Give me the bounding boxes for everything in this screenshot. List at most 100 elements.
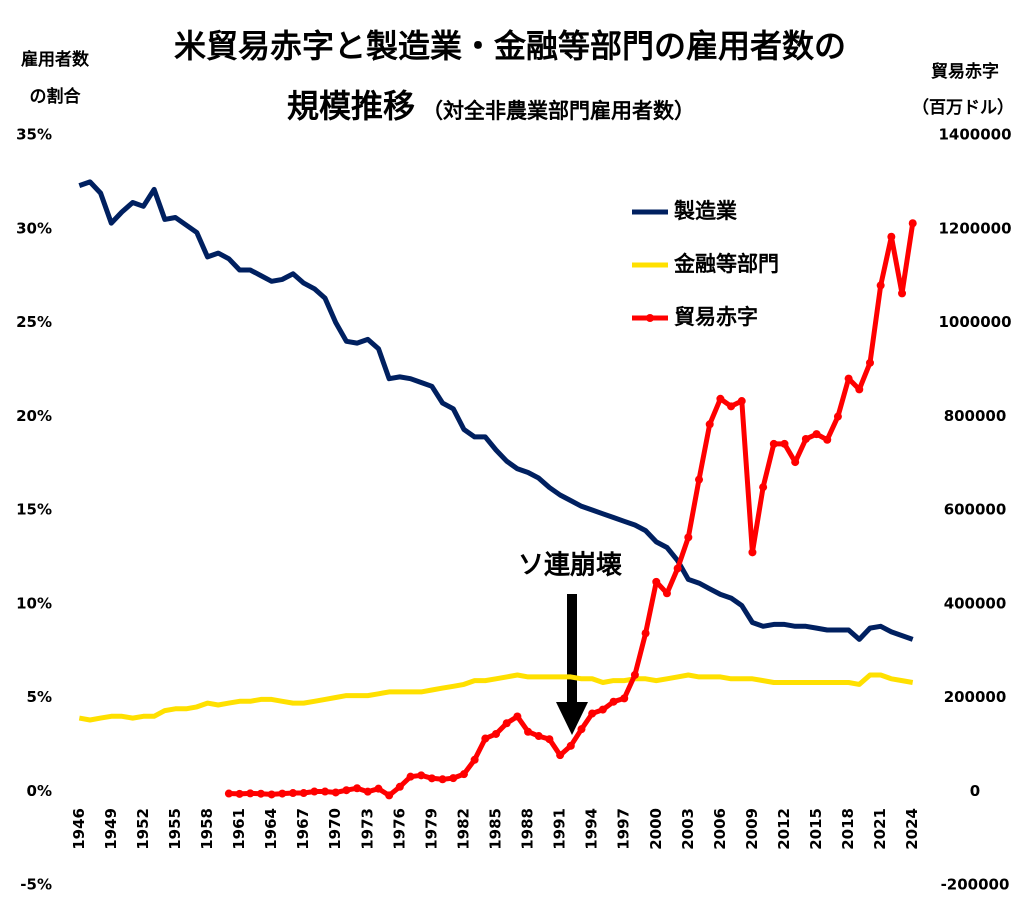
data-point — [780, 439, 789, 448]
data-point — [641, 629, 650, 638]
data-point — [876, 281, 885, 290]
data-point — [844, 374, 853, 383]
x-tick-label: 1958 — [198, 808, 216, 850]
data-point — [417, 771, 426, 780]
y-tick-label: 20% — [16, 407, 52, 425]
y2-axis-label: （百万ドル） — [912, 97, 1014, 118]
data-point — [513, 712, 522, 721]
legend-marker — [646, 314, 654, 322]
data-point — [908, 219, 917, 228]
chart-title: 米貿易赤字と製造業・金融等部門の雇用者数の — [174, 27, 846, 65]
data-point — [524, 727, 533, 736]
data-point — [246, 789, 255, 798]
data-point — [705, 420, 714, 429]
x-tick-label: 1976 — [390, 808, 408, 850]
data-point — [662, 589, 671, 598]
data-point — [288, 789, 297, 798]
x-tick-label: 1997 — [615, 808, 633, 850]
y-axis-label: 雇用者数 — [21, 49, 90, 70]
data-point — [812, 430, 821, 439]
x-tick-label: 1955 — [166, 808, 184, 850]
data-point — [791, 458, 800, 467]
x-tick-label: 2009 — [743, 808, 761, 850]
legend-label: 製造業 — [673, 199, 738, 223]
x-tick-label: 1988 — [519, 808, 537, 850]
data-point — [459, 770, 468, 779]
series-line — [78, 672, 914, 723]
annotation-arrow — [556, 594, 588, 735]
data-point — [470, 755, 479, 764]
x-tick-label: 1952 — [134, 808, 152, 850]
y-tick-label: 0% — [27, 782, 52, 800]
x-tick-label: 1961 — [230, 808, 248, 850]
data-point — [833, 412, 842, 421]
x-tick-label: 2000 — [647, 808, 665, 850]
data-point — [331, 788, 340, 797]
y2-tick-label: 600000 — [944, 501, 1007, 519]
chart-subtitle: （対全非農業部門雇用者数） — [422, 99, 695, 123]
x-tick-label: 1946 — [70, 808, 88, 850]
x-tick-label: 1994 — [583, 808, 601, 850]
data-point — [673, 564, 682, 573]
data-point — [727, 402, 736, 411]
data-point — [502, 719, 511, 728]
data-point — [299, 789, 308, 798]
x-tick-label: 1949 — [102, 808, 120, 850]
data-point — [545, 735, 554, 744]
data-point — [759, 483, 768, 492]
x-tick-label: 1979 — [422, 808, 440, 850]
data-point — [374, 784, 383, 793]
data-point — [438, 775, 447, 784]
data-point — [769, 439, 778, 448]
data-point — [353, 784, 362, 793]
data-point — [588, 709, 597, 718]
data-point — [566, 741, 575, 750]
data-point — [620, 694, 629, 703]
y-tick-label: 10% — [16, 594, 52, 612]
data-point — [748, 548, 757, 557]
y2-tick-label: 200000 — [944, 688, 1007, 706]
data-point — [801, 434, 810, 443]
x-tick-label: 1985 — [487, 808, 505, 850]
y2-tick-label: 0 — [970, 782, 980, 800]
legend-label: 貿易赤字 — [674, 305, 758, 329]
data-point — [684, 533, 693, 542]
data-point — [855, 385, 864, 394]
data-point — [256, 789, 265, 798]
x-tick-label: 2024 — [903, 808, 921, 850]
data-point — [427, 774, 436, 783]
x-tick-label: 1970 — [326, 808, 344, 850]
x-tick-label: 2018 — [839, 808, 857, 850]
data-point — [321, 787, 330, 796]
y2-axis-label: 貿易赤字 — [931, 61, 999, 82]
x-tick-label: 1991 — [551, 808, 569, 850]
chart-title: 規模推移 — [287, 87, 415, 125]
y-tick-label: 15% — [16, 501, 52, 519]
data-point — [630, 670, 639, 679]
x-tick-label: 2021 — [871, 808, 889, 850]
data-point — [577, 725, 586, 734]
data-point — [737, 397, 746, 406]
data-point — [865, 358, 874, 367]
legend-label: 金融等部門 — [673, 252, 779, 276]
y2-tick-label: 1400000 — [938, 126, 1011, 144]
x-tick-label: 2012 — [775, 808, 793, 850]
y2-tick-label: -200000 — [941, 876, 1010, 894]
series-line — [78, 179, 914, 642]
data-point — [598, 705, 607, 714]
data-point — [695, 475, 704, 484]
y-tick-label: 35% — [16, 126, 52, 144]
y-axis-label: の割合 — [30, 86, 82, 107]
y-tick-label: 25% — [16, 313, 52, 331]
y2-tick-label: 400000 — [944, 594, 1007, 612]
data-point — [823, 435, 832, 444]
data-point — [363, 787, 372, 796]
x-tick-label: 1964 — [262, 808, 280, 850]
y2-tick-label: 800000 — [944, 407, 1007, 425]
x-tick-label: 1982 — [454, 808, 472, 850]
data-point — [342, 786, 351, 795]
data-point — [267, 790, 276, 799]
data-point — [492, 729, 500, 738]
data-point — [716, 394, 725, 403]
